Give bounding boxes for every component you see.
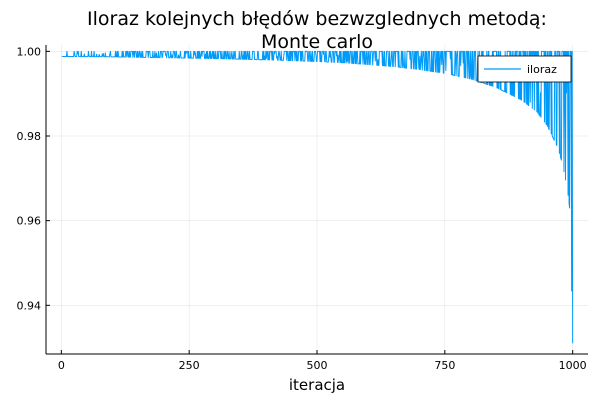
x-axis-label: iteracja (289, 376, 345, 394)
y-tick-label: 0.96 (17, 215, 42, 228)
series-iloraz (61, 50, 574, 344)
x-tick-label: 500 (307, 359, 328, 372)
x-tick-label: 1000 (559, 359, 587, 372)
y-tick-label: 0.94 (17, 299, 42, 312)
x-tick-label: 250 (179, 359, 200, 372)
chart-title-line-2: Monte carlo (261, 31, 373, 53)
x-tick-label: 0 (58, 359, 65, 372)
x-tick-labels: 0 250 500 750 1000 (58, 350, 587, 372)
chart-title-line-1: Iloraz kolejnych błędów bezwzglednych me… (87, 8, 547, 30)
y-tick-labels: 0.94 0.96 0.98 1.00 (17, 45, 50, 312)
y-tick-label: 0.98 (17, 130, 42, 143)
legend: iloraz (477, 55, 572, 83)
series-line-iloraz (61, 50, 574, 344)
legend-label-iloraz: iloraz (527, 63, 557, 76)
x-tick-label: 750 (434, 359, 455, 372)
y-tick-label: 1.00 (17, 45, 42, 58)
